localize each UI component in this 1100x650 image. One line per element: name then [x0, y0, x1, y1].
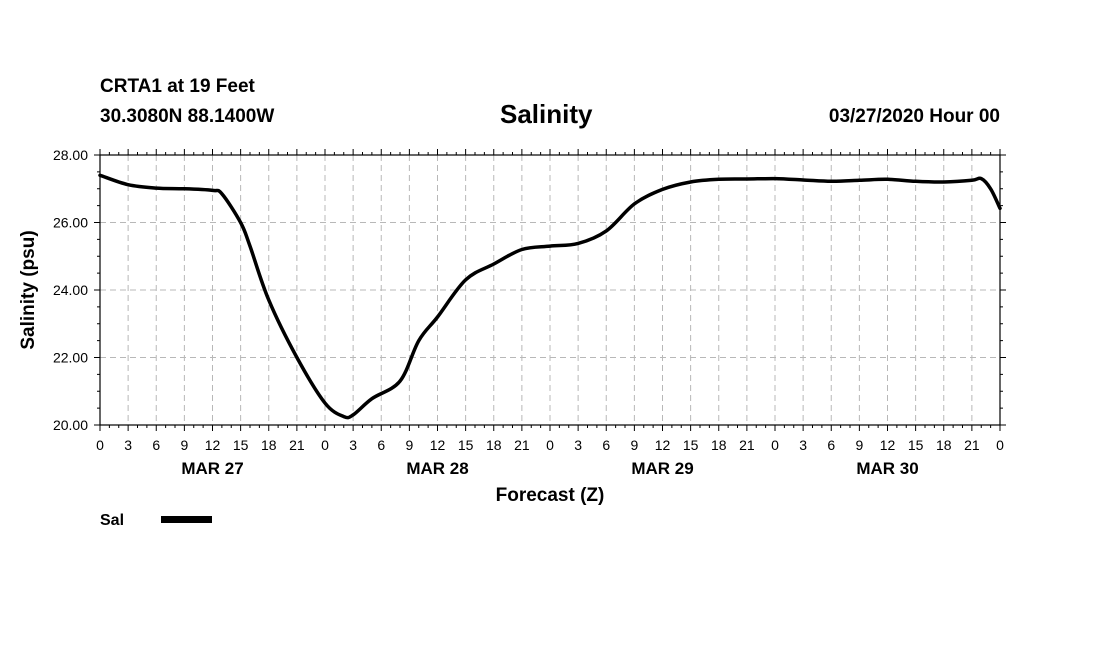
x-tick-label: 9	[630, 437, 638, 453]
x-tick-label: 12	[655, 437, 671, 453]
day-label: MAR 30	[856, 459, 918, 478]
x-tick-label: 3	[799, 437, 807, 453]
x-tick-label: 9	[855, 437, 863, 453]
y-tick-label: 26.00	[53, 215, 88, 231]
x-tick-label: 15	[908, 437, 924, 453]
x-tick-label: 6	[827, 437, 835, 453]
x-tick-label: 3	[574, 437, 582, 453]
chart-title: Salinity	[500, 99, 593, 129]
y-tick-label: 22.00	[53, 350, 88, 366]
day-label: MAR 29	[631, 459, 693, 478]
x-tick-label: 6	[152, 437, 160, 453]
day-label: MAR 28	[406, 459, 468, 478]
x-tick-label: 18	[936, 437, 952, 453]
x-tick-label: 18	[261, 437, 277, 453]
x-tick-label: 3	[124, 437, 132, 453]
x-tick-label: 12	[880, 437, 896, 453]
x-tick-labels: 0 3 6 9 12 15 18 21 0 3 6 9 12 15 18 21 0 3 6 9 12 15 18 21 0 3 6 9…	[96, 437, 1004, 453]
day-label: MAR 27	[181, 459, 243, 478]
x-tick-label: 15	[683, 437, 699, 453]
y-tick-label: 28.00	[53, 147, 88, 163]
x-tick-label: 0	[996, 437, 1004, 453]
legend-label-sal: Sal	[100, 512, 124, 529]
y-tick-label: 20.00	[53, 417, 88, 433]
y-axis-title: Salinity (psu)	[18, 230, 39, 349]
x-tick-label: 21	[964, 437, 980, 453]
x-tick-label: 0	[546, 437, 554, 453]
x-tick-label: 18	[486, 437, 502, 453]
x-tick-label: 3	[349, 437, 357, 453]
x-tick-label: 12	[205, 437, 221, 453]
x-tick-label: 6	[602, 437, 610, 453]
x-tick-label: 0	[321, 437, 329, 453]
y-tick-labels: 20.00 22.00 24.00 26.00 28.00	[53, 147, 88, 433]
x-tick-label: 15	[233, 437, 249, 453]
x-tick-label: 21	[289, 437, 305, 453]
station-name: CRTA1 at 19 Feet	[100, 76, 255, 97]
x-tick-label: 0	[771, 437, 779, 453]
x-tick-label: 9	[405, 437, 413, 453]
axis-ticks	[94, 149, 1006, 431]
x-tick-label: 15	[458, 437, 474, 453]
x-tick-label: 6	[377, 437, 385, 453]
station-coordinates: 30.3080N 88.1400W	[100, 106, 275, 127]
x-tick-label: 21	[514, 437, 530, 453]
x-tick-label: 0	[96, 437, 104, 453]
x-tick-label: 18	[711, 437, 727, 453]
legend: Sal	[100, 512, 212, 529]
forecast-run-time: 03/27/2020 Hour 00	[828, 106, 1000, 127]
day-labels: MAR 27 MAR 28 MAR 29 MAR 30	[181, 459, 918, 478]
x-tick-label: 12	[430, 437, 446, 453]
y-tick-label: 24.00	[53, 282, 88, 298]
x-tick-label: 9	[180, 437, 188, 453]
legend-swatch-sal	[161, 516, 212, 523]
series-line-sal	[98, 173, 1002, 420]
x-axis-title: Forecast (Z)	[496, 485, 605, 506]
grid	[100, 155, 1000, 425]
x-tick-label: 21	[739, 437, 755, 453]
